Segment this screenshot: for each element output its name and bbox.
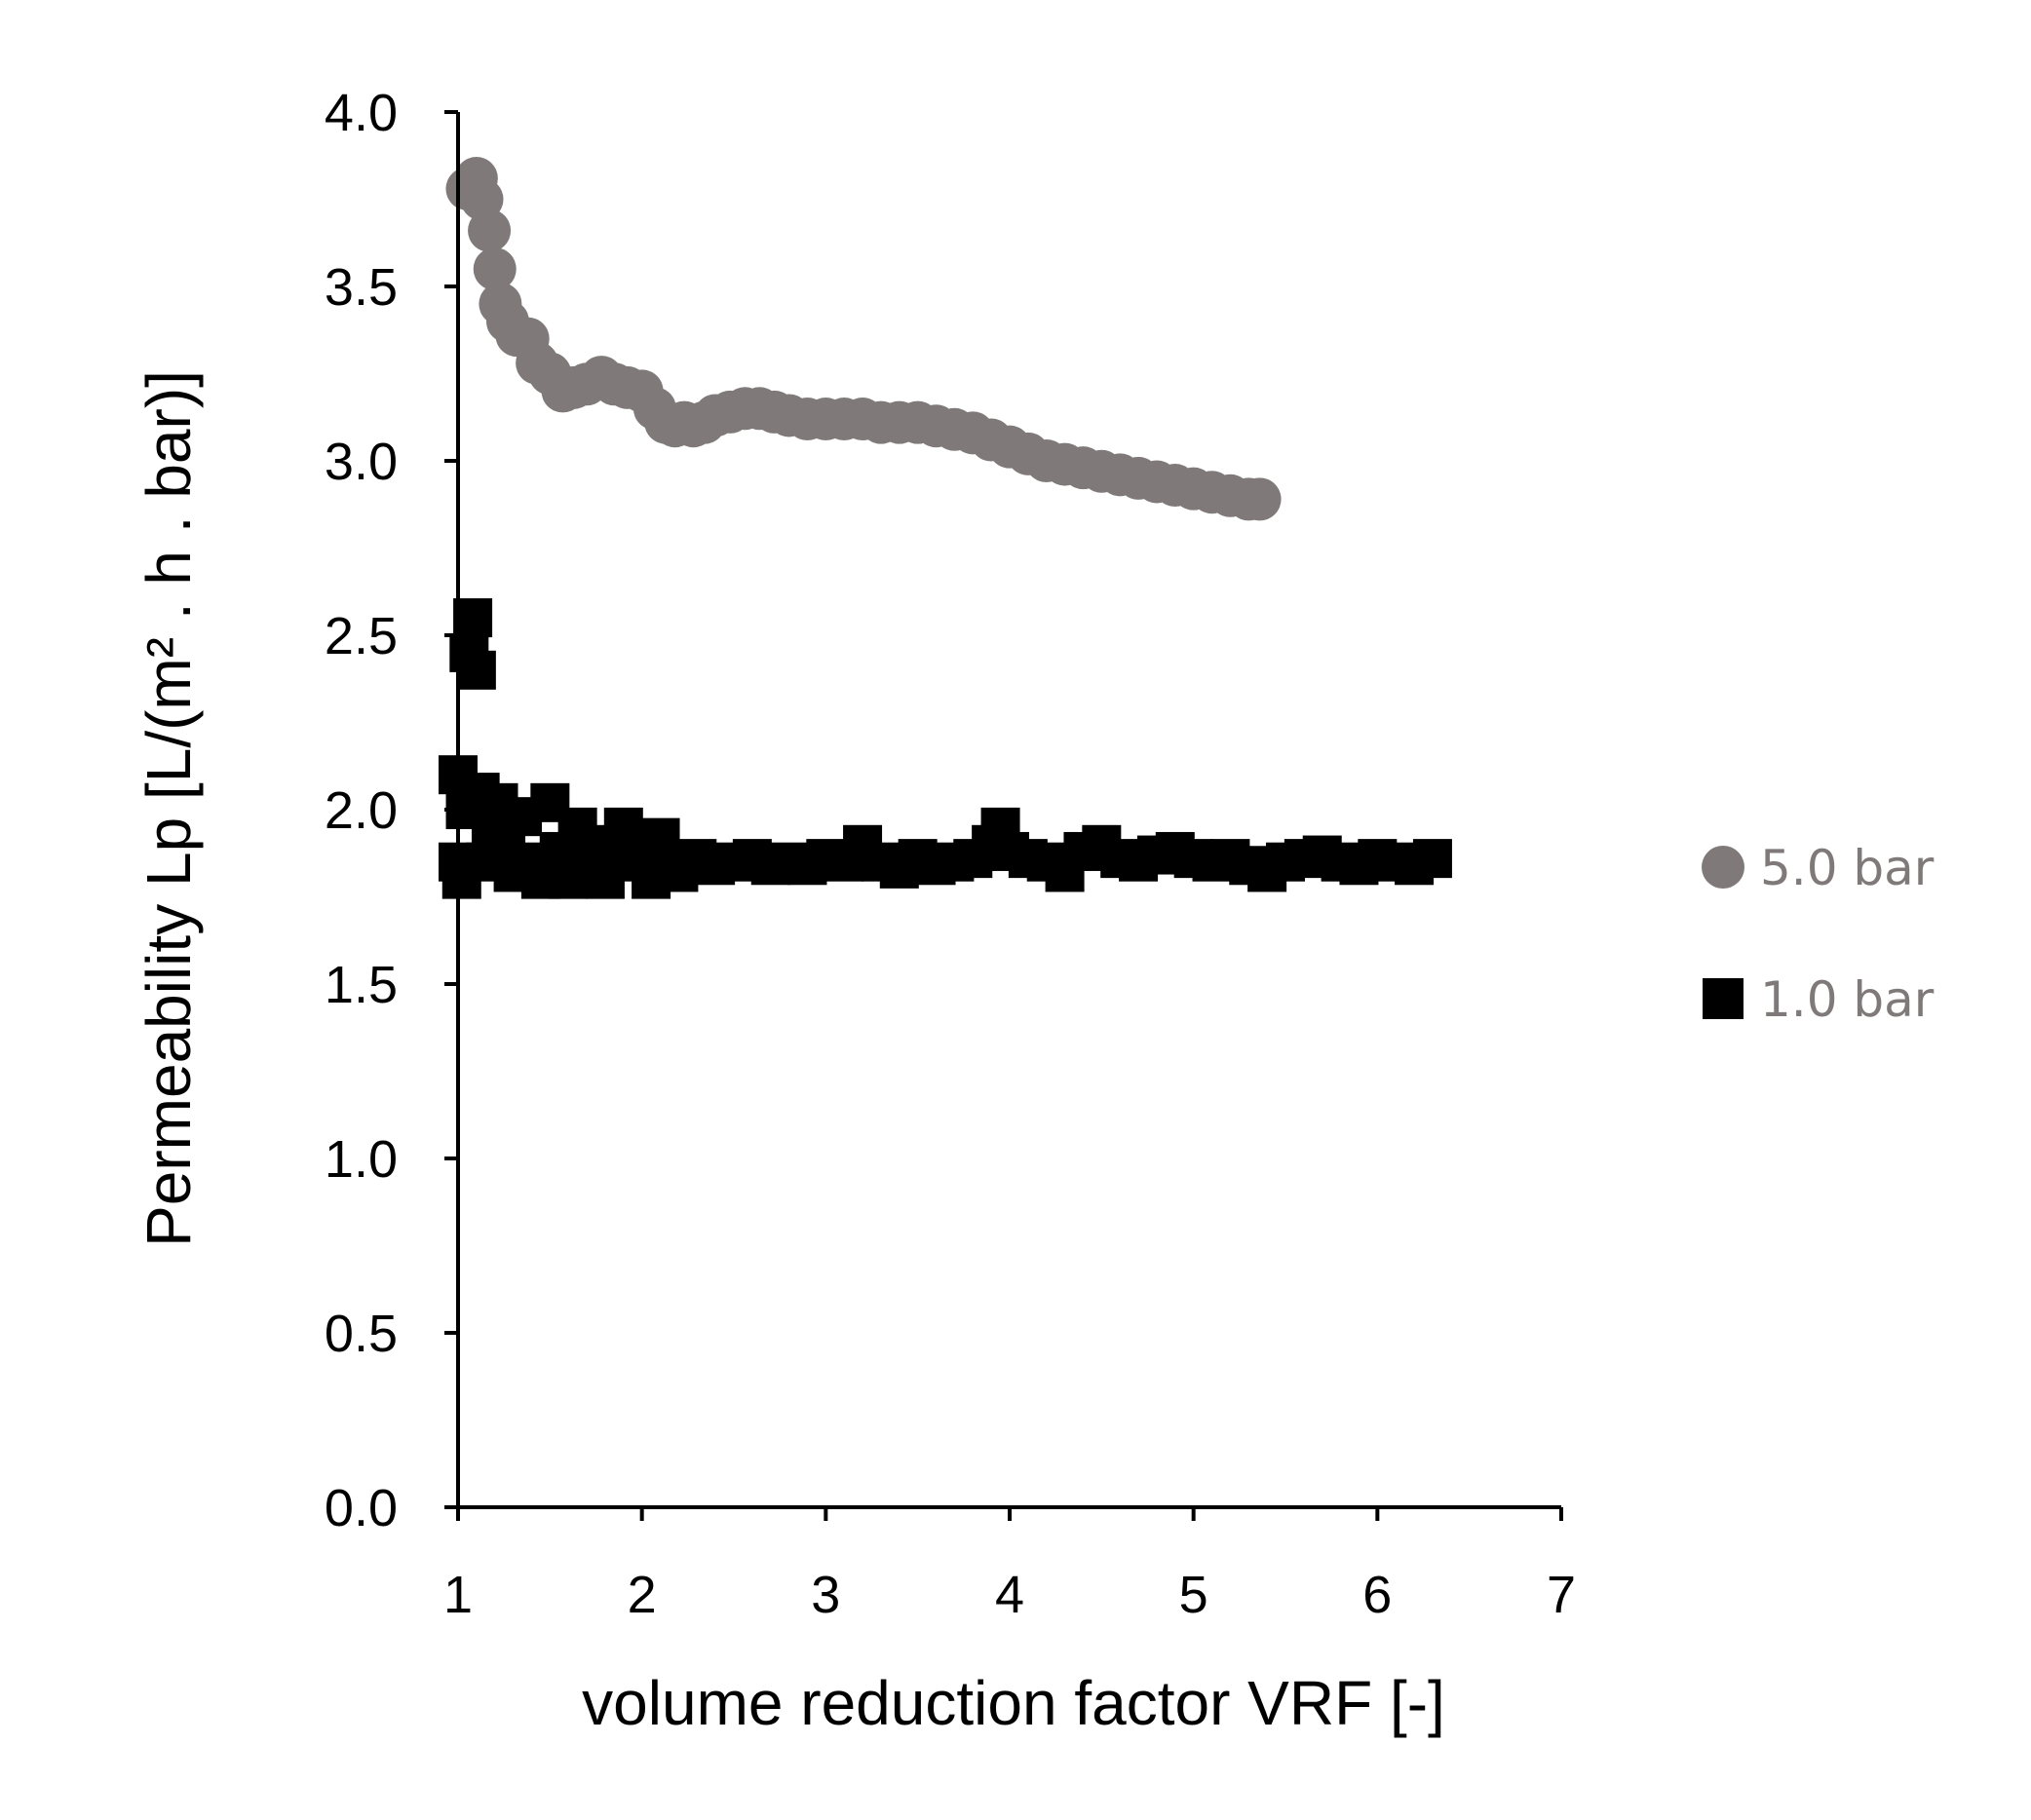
legend-marker-circle [1702,846,1744,889]
x-tick-label: 6 [1362,1566,1392,1624]
data-point [1238,477,1282,521]
data-point [456,650,496,690]
series-circles [445,157,1282,521]
data-point [1412,839,1452,879]
series-squares [439,598,1452,899]
legend: 5.0 bar 1.0 bar [1702,840,1935,1028]
legend-label: 1.0 bar [1760,971,1935,1028]
y-tick-label: 0.5 [325,1305,398,1363]
legend-marker-square [1703,978,1744,1019]
x-tick-label: 1 [443,1566,473,1624]
legend-label: 5.0 bar [1760,840,1935,896]
y-ticks: 0.0 0.5 1.0 1.5 2.0 2.5 3.0 3.5 4.0 [325,84,458,1537]
y-tick-label: 1.0 [325,1130,398,1189]
data-point [468,209,512,252]
y-tick-label: 2.5 [325,607,398,665]
x-tick-label: 7 [1547,1566,1576,1624]
x-tick-label: 4 [995,1566,1024,1624]
y-tick-label: 4.0 [325,84,398,142]
x-tick-label: 2 [628,1566,657,1624]
y-tick-label: 3.5 [325,258,398,317]
plot-area [439,157,1452,899]
y-tick-label: 0.0 [325,1479,398,1537]
y-tick-label: 3.0 [325,433,398,491]
x-axis-title: volume reduction factor VRF [-] [582,1668,1445,1738]
x-ticks: 1 2 3 4 5 6 7 [443,1507,1576,1624]
x-tick-label: 5 [1179,1566,1208,1624]
y-axis-title: Permeability Lp [L/(m² . h . bar)] [134,370,204,1247]
y-tick-label: 2.0 [325,781,398,840]
y-tick-label: 1.5 [325,956,398,1014]
x-tick-label: 3 [811,1566,840,1624]
data-point [473,247,517,291]
